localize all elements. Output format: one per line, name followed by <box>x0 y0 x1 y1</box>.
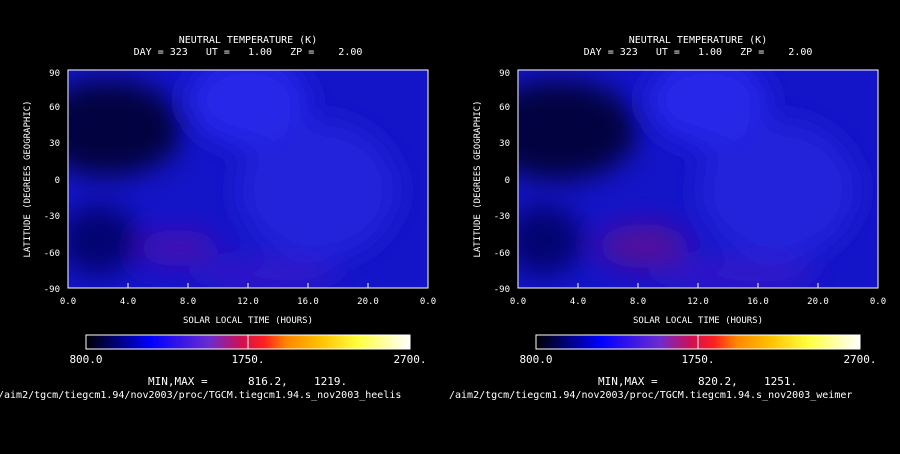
cold-region <box>68 80 183 176</box>
x-tick-label: 0.0 <box>60 297 76 307</box>
hot-spot <box>598 224 688 268</box>
y-ticks: 90 60 30 0 -30 -60 -90 <box>494 69 510 295</box>
y-tick-label: 60 <box>49 103 60 113</box>
x-tick-label: 8.0 <box>180 297 196 307</box>
y-tick-label: 30 <box>49 139 60 149</box>
y-tick-label: -90 <box>494 285 510 295</box>
x-ticks: 0.0 4.0 8.0 12.0 16.0 20.0 0.0 <box>510 283 886 307</box>
x-tick-label: 0.0 <box>870 297 886 307</box>
colorbar-min-label: 800.0 <box>69 353 102 366</box>
y-tick-label: -60 <box>494 249 510 259</box>
colorbar-min-label: 800.0 <box>519 353 552 366</box>
warm-region <box>188 70 308 145</box>
y-tick-label: 90 <box>49 69 60 79</box>
y-tick-label: 60 <box>499 103 510 113</box>
warm-region <box>698 120 858 260</box>
min-value: 820.2, <box>698 375 738 388</box>
x-tick-label: 20.0 <box>807 297 829 307</box>
cold-region <box>518 205 583 275</box>
y-tick-label: 0 <box>55 176 60 186</box>
y-tick-label: 90 <box>499 69 510 79</box>
warm-region <box>238 120 398 260</box>
warm-region <box>648 70 768 145</box>
hot-spot <box>198 259 338 288</box>
colorbar-mid-label: 1750. <box>681 353 714 366</box>
hot-spot <box>138 230 218 266</box>
cold-region <box>518 80 638 180</box>
panel-right: NEUTRAL TEMPERATURE (K) DAY = 323 UT = 1… <box>473 35 886 388</box>
heatmap-plot <box>68 70 428 288</box>
source-path: /aim2/tgcm/tiegcm1.94/nov2003/proc/TGCM.… <box>0 390 401 401</box>
y-tick-label: -90 <box>44 285 60 295</box>
colorbar-max-label: 2700. <box>843 353 876 366</box>
chart-title: NEUTRAL TEMPERATURE (K) <box>629 35 767 46</box>
x-tick-label: 12.0 <box>237 297 259 307</box>
x-tick-label: 4.0 <box>570 297 586 307</box>
x-tick-label: 8.0 <box>630 297 646 307</box>
x-tick-label: 16.0 <box>747 297 769 307</box>
y-ticks: 90 60 30 0 -30 -60 -90 <box>44 69 60 295</box>
x-axis-label: SOLAR LOCAL TIME (HOURS) <box>633 316 763 326</box>
y-tick-label: -60 <box>44 249 60 259</box>
max-value: 1219. <box>314 375 347 388</box>
y-tick-label: -30 <box>44 212 60 222</box>
x-axis-label: SOLAR LOCAL TIME (HOURS) <box>183 316 313 326</box>
x-tick-label: 4.0 <box>120 297 136 307</box>
y-tick-label: 30 <box>499 139 510 149</box>
minmax-label: MIN,MAX = <box>598 375 658 388</box>
max-value: 1251. <box>764 375 797 388</box>
panel-left: NEUTRAL TEMPERATURE (K) DAY = 323 UT = 1… <box>23 35 436 388</box>
y-axis-label: LATITUDE (DEGREES GEOGRAPHIC) <box>23 100 33 257</box>
hot-spot <box>658 259 818 288</box>
x-ticks: 0.0 4.0 8.0 12.0 16.0 20.0 0.0 <box>60 283 436 307</box>
chart-subtitle: DAY = 323 UT = 1.00 ZP = 2.00 <box>584 47 813 58</box>
y-tick-label: -30 <box>494 212 510 222</box>
x-tick-label: 0.0 <box>420 297 436 307</box>
minmax-label: MIN,MAX = <box>148 375 208 388</box>
colorbar-max-label: 2700. <box>393 353 426 366</box>
x-tick-label: 16.0 <box>297 297 319 307</box>
colorbar-mid-label: 1750. <box>231 353 264 366</box>
y-tick-label: 0 <box>505 176 510 186</box>
cold-region <box>68 205 138 275</box>
y-axis-label: LATITUDE (DEGREES GEOGRAPHIC) <box>473 100 483 257</box>
x-tick-label: 20.0 <box>357 297 379 307</box>
x-tick-label: 0.0 <box>510 297 526 307</box>
heatmap-plot <box>518 70 878 288</box>
chart-title: NEUTRAL TEMPERATURE (K) <box>179 35 317 46</box>
min-value: 816.2, <box>248 375 288 388</box>
chart-subtitle: DAY = 323 UT = 1.00 ZP = 2.00 <box>134 47 363 58</box>
source-path: /aim2/tgcm/tiegcm1.94/nov2003/proc/TGCM.… <box>449 390 852 401</box>
x-tick-label: 12.0 <box>687 297 709 307</box>
